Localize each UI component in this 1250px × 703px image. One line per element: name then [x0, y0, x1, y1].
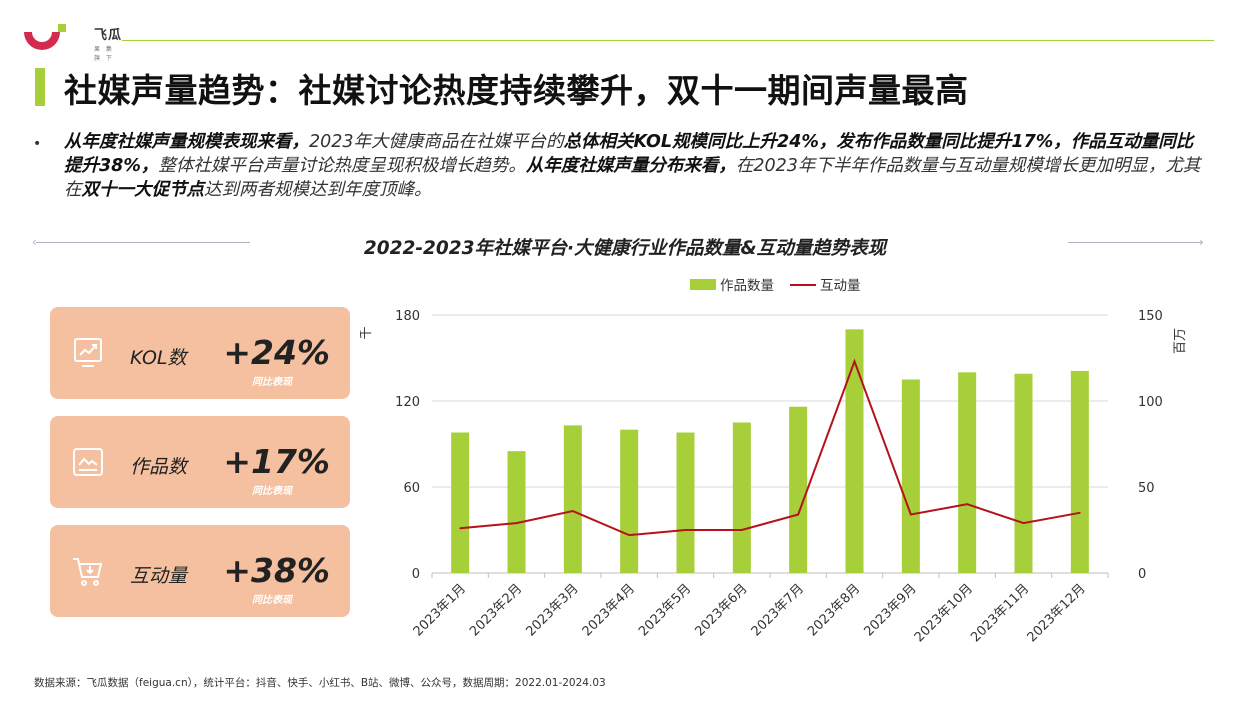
- x-tick-label: 2023年8月: [805, 581, 863, 639]
- x-tick-label: 2023年3月: [523, 581, 581, 639]
- shopping-cart-icon: [73, 558, 103, 586]
- x-tick-label: 2023年6月: [692, 581, 750, 639]
- title-accent-bar: [35, 68, 45, 106]
- kpi-card-works: 作品数 +17% 同比表现: [50, 416, 350, 508]
- y-axis-unit-label: 千: [360, 326, 374, 339]
- summary-paragraph: 从年度社媒声量规模表现来看，2023年大健康商品在社媒平台的总体相关KOL规模同…: [64, 130, 1204, 202]
- header-divider: [122, 40, 1214, 41]
- x-tick-label: 2023年2月: [467, 581, 525, 639]
- y-tick-label: 180: [395, 309, 420, 324]
- line-point-interactions: [684, 529, 687, 531]
- line-point-interactions: [459, 527, 461, 530]
- page-title: 社媒声量趋势：社媒讨论热度持续攀升，双十一期间声量最高: [64, 71, 969, 110]
- y-tick-label: 0: [412, 567, 420, 582]
- kpi-value: +17%: [223, 442, 330, 481]
- kpi-card-kol: KOL数 +24% 同比表现: [50, 307, 350, 399]
- kpi-card-interactions: 互动量 +38% 同比表现: [50, 525, 350, 617]
- bar-works-count: [958, 372, 977, 573]
- brand-tagline: 果 集 旗 下: [94, 46, 114, 62]
- summary-highlight: 从年度社媒声量分布来看，: [525, 156, 736, 176]
- legend-label-interactions: 互动量: [820, 278, 861, 294]
- summary-highlight: 从年度社媒声量规模表现来看，: [64, 132, 309, 152]
- bar-works-count: [507, 451, 526, 573]
- bar-works-count: [845, 329, 864, 573]
- arrow-left-icon: ‹: [32, 235, 37, 249]
- title-deco-left-line: [36, 242, 250, 243]
- bullet-dot: •: [33, 136, 42, 152]
- y-tick-label: 60: [403, 481, 420, 496]
- kpi-value: +38%: [223, 551, 330, 590]
- x-tick-label: 2023年1月: [411, 581, 469, 639]
- title-deco-right-line: [1068, 242, 1202, 243]
- brand-name: 飞瓜: [94, 28, 123, 43]
- bar-works-count: [789, 406, 808, 573]
- line-point-interactions: [910, 513, 912, 516]
- y2-axis-unit-label: 百万: [1173, 328, 1188, 354]
- line-point-interactions: [515, 522, 518, 524]
- x-tick-label: 2023年9月: [861, 581, 919, 639]
- y2-tick-label: 100: [1138, 395, 1163, 410]
- x-tick-label: 2023年12月: [1025, 581, 1089, 645]
- kpi-label: KOL数: [130, 347, 187, 369]
- y2-tick-label: 150: [1138, 309, 1163, 324]
- bar-works-count: [901, 379, 920, 573]
- bar-works-count: [732, 422, 751, 573]
- bar-works-count: [676, 432, 695, 573]
- line-point-interactions: [853, 360, 856, 363]
- x-tick-label: 2023年11月: [968, 581, 1032, 645]
- kpi-subtitle: 同比表现: [252, 486, 292, 497]
- kpi-label: 互动量: [130, 565, 188, 587]
- line-point-interactions: [741, 529, 743, 531]
- image-card-icon: [73, 448, 103, 476]
- summary-highlight: 双十一大促节点: [81, 180, 205, 200]
- x-tick-label: 2023年5月: [636, 581, 694, 639]
- summary-text: 在2023年下半年作品数量与互动量规模增长更加明显，尤其在: [64, 156, 1201, 200]
- summary-text: 达到两者规模达到年度顶峰。: [204, 180, 432, 200]
- legend-label-works: 作品数量: [720, 278, 774, 294]
- line-point-interactions: [628, 534, 630, 536]
- bar-works-count: [451, 432, 470, 573]
- kpi-label: 作品数: [130, 456, 188, 478]
- line-interactions: [460, 358, 1081, 537]
- bar-works-count: [620, 429, 639, 573]
- x-tick-label: 2023年7月: [749, 581, 807, 639]
- kpi-value: +24%: [223, 333, 330, 372]
- kpi-subtitle: 同比表现: [252, 595, 292, 606]
- kpi-subtitle: 同比表现: [252, 377, 292, 388]
- line-point-interactions: [797, 513, 799, 516]
- summary-text: 2023年大健康商品在社媒平台的: [309, 132, 564, 152]
- x-tick-label: 2023年10月: [912, 581, 976, 645]
- bar-works-count: [563, 425, 582, 573]
- line-point-interactions: [572, 510, 574, 512]
- bar-works-count: [1014, 373, 1033, 573]
- legend-swatch-works: [690, 279, 716, 290]
- y-tick-label: 120: [395, 395, 420, 410]
- data-source-note: 数据来源：飞瓜数据（feigua.cn），统计平台：抖音、快手、小红书、B站、微…: [34, 677, 606, 689]
- trend-chart-icon: [74, 338, 102, 367]
- feigua-logo-icon: [24, 24, 66, 50]
- line-point-interactions: [1022, 522, 1025, 524]
- y2-tick-label: 0: [1138, 567, 1146, 582]
- line-point-interactions: [966, 503, 968, 505]
- arrow-right-icon: ›: [1199, 235, 1204, 249]
- x-tick-label: 2023年4月: [580, 581, 638, 639]
- line-point-interactions: [1079, 512, 1081, 514]
- bar-works-count: [1070, 370, 1089, 573]
- brand-logo: 飞瓜 果 集 旗 下: [22, 22, 123, 62]
- y2-tick-label: 50: [1138, 481, 1155, 496]
- summary-highlight: 总体相关KOL规模同比上升24%，发布作品数量同比提升17%，作品互动量同比提升…: [64, 132, 1194, 176]
- summary-text: 整体社媒平台声量讨论热度呈现积极增长趋势。: [158, 156, 526, 176]
- chart-title: 2022-2023年社媒平台·大健康行业作品数量&互动量趋势表现: [363, 238, 887, 259]
